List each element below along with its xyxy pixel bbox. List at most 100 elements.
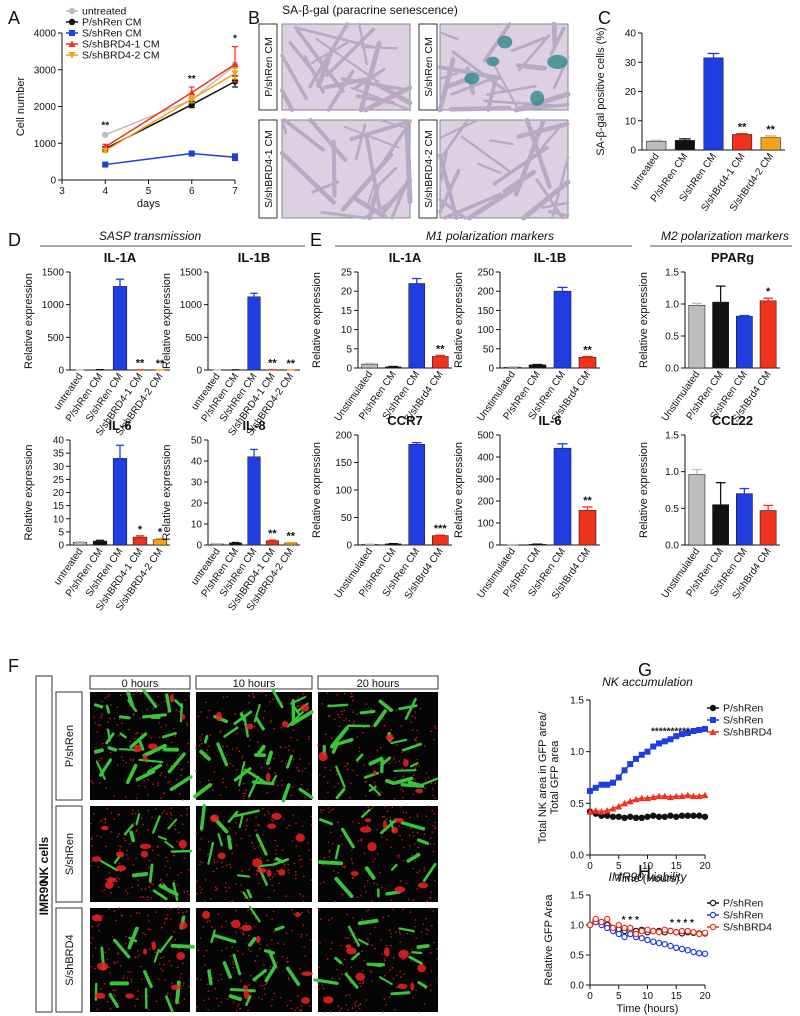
nk-cluster — [417, 964, 427, 973]
nk-dot — [263, 749, 266, 751]
cell — [165, 995, 174, 1013]
nk-dot — [302, 895, 304, 897]
cell — [357, 938, 369, 946]
cell — [373, 709, 387, 728]
nk-dot — [391, 806, 394, 809]
significance-label: ** — [287, 358, 296, 370]
nk-dot — [251, 912, 253, 915]
nk-cluster — [372, 770, 377, 776]
nk-dot — [135, 691, 138, 693]
nk-dot — [295, 845, 297, 848]
nk-dot — [141, 978, 143, 981]
nk-dot — [219, 794, 222, 797]
nk-dot — [116, 747, 119, 750]
nk-dot — [123, 975, 125, 977]
marker — [679, 731, 685, 738]
column-header: 10 hours — [233, 678, 276, 690]
nk-dot — [163, 922, 166, 924]
nk-dot — [235, 747, 238, 749]
nk-dot — [260, 691, 263, 694]
nk-dot — [416, 888, 419, 891]
nk-dot — [399, 880, 402, 882]
y-tick-label: 2000 — [34, 102, 57, 113]
nk-dot — [206, 920, 209, 923]
cell — [378, 699, 394, 712]
nk-dot — [139, 692, 142, 695]
nk-dot — [376, 749, 379, 752]
nk-dot — [339, 716, 341, 718]
nk-dot — [337, 782, 340, 785]
nk-dot — [285, 827, 288, 829]
marker — [101, 147, 109, 155]
cell — [246, 888, 253, 899]
nk-dot — [222, 696, 225, 699]
nk-dot — [263, 987, 266, 990]
nk-dot — [321, 984, 324, 986]
nk-dot — [100, 717, 102, 719]
nk-dot — [186, 813, 188, 816]
nk-dot — [331, 942, 333, 944]
nk-dot — [96, 1008, 98, 1011]
nk-dot — [343, 719, 345, 722]
nk-dot — [358, 1007, 361, 1010]
nk-dot — [245, 824, 248, 827]
nk-dot — [319, 774, 321, 776]
marker — [667, 927, 674, 935]
nk-dot — [399, 805, 402, 808]
nk-dot — [302, 875, 305, 877]
nk-dot — [108, 966, 110, 969]
marker — [609, 805, 617, 812]
nk-dot — [323, 857, 326, 859]
nk-dot — [170, 807, 172, 809]
nk-dot — [283, 818, 285, 821]
nk-dot — [118, 718, 121, 721]
nk-dot — [170, 817, 172, 820]
nk-dot — [364, 794, 367, 797]
cell — [524, 117, 552, 189]
legend-label: S/shRen — [723, 715, 763, 727]
nk-cluster — [91, 914, 103, 922]
nk-dot — [344, 936, 347, 939]
marker — [695, 792, 703, 800]
nk-dot — [366, 910, 368, 912]
nk-dot — [317, 988, 320, 990]
nk-dot — [188, 893, 190, 896]
nk-dot — [185, 910, 188, 913]
nk-dot — [238, 789, 240, 791]
y-tick-label: 40 — [625, 29, 637, 40]
x-tick-label: 4 — [102, 186, 108, 197]
nk-dot — [94, 722, 97, 724]
marker — [587, 787, 593, 794]
nk-dot — [271, 999, 274, 1001]
cell — [99, 859, 119, 872]
nk-dot — [423, 833, 426, 835]
nk-dot — [199, 739, 202, 741]
cell — [107, 746, 118, 752]
nk-dot — [271, 918, 273, 921]
nk-dot — [387, 915, 390, 917]
nk-dot — [281, 779, 283, 782]
marker — [650, 927, 657, 935]
nk-dot — [248, 984, 251, 986]
nk-dot — [272, 910, 275, 913]
nk-dot — [366, 937, 369, 940]
y-tick-label: 1.0 — [665, 467, 679, 478]
nk-dot — [299, 1009, 302, 1011]
nk-dot — [385, 838, 388, 841]
nk-dot — [416, 831, 419, 834]
cell — [325, 27, 376, 78]
panel-letter: G — [638, 660, 652, 680]
nk-dot — [105, 787, 107, 789]
nk-dot — [119, 849, 121, 851]
nk-dot — [133, 737, 136, 740]
nk-dot — [429, 837, 432, 839]
cell — [93, 703, 104, 709]
nk-dot — [357, 840, 360, 842]
marker — [696, 812, 703, 819]
nk-dot — [338, 977, 341, 980]
nk-dot — [425, 815, 428, 818]
nk-dot — [235, 832, 237, 834]
nk-dot — [328, 856, 331, 858]
marker — [650, 743, 657, 750]
nk-dot — [90, 942, 92, 944]
